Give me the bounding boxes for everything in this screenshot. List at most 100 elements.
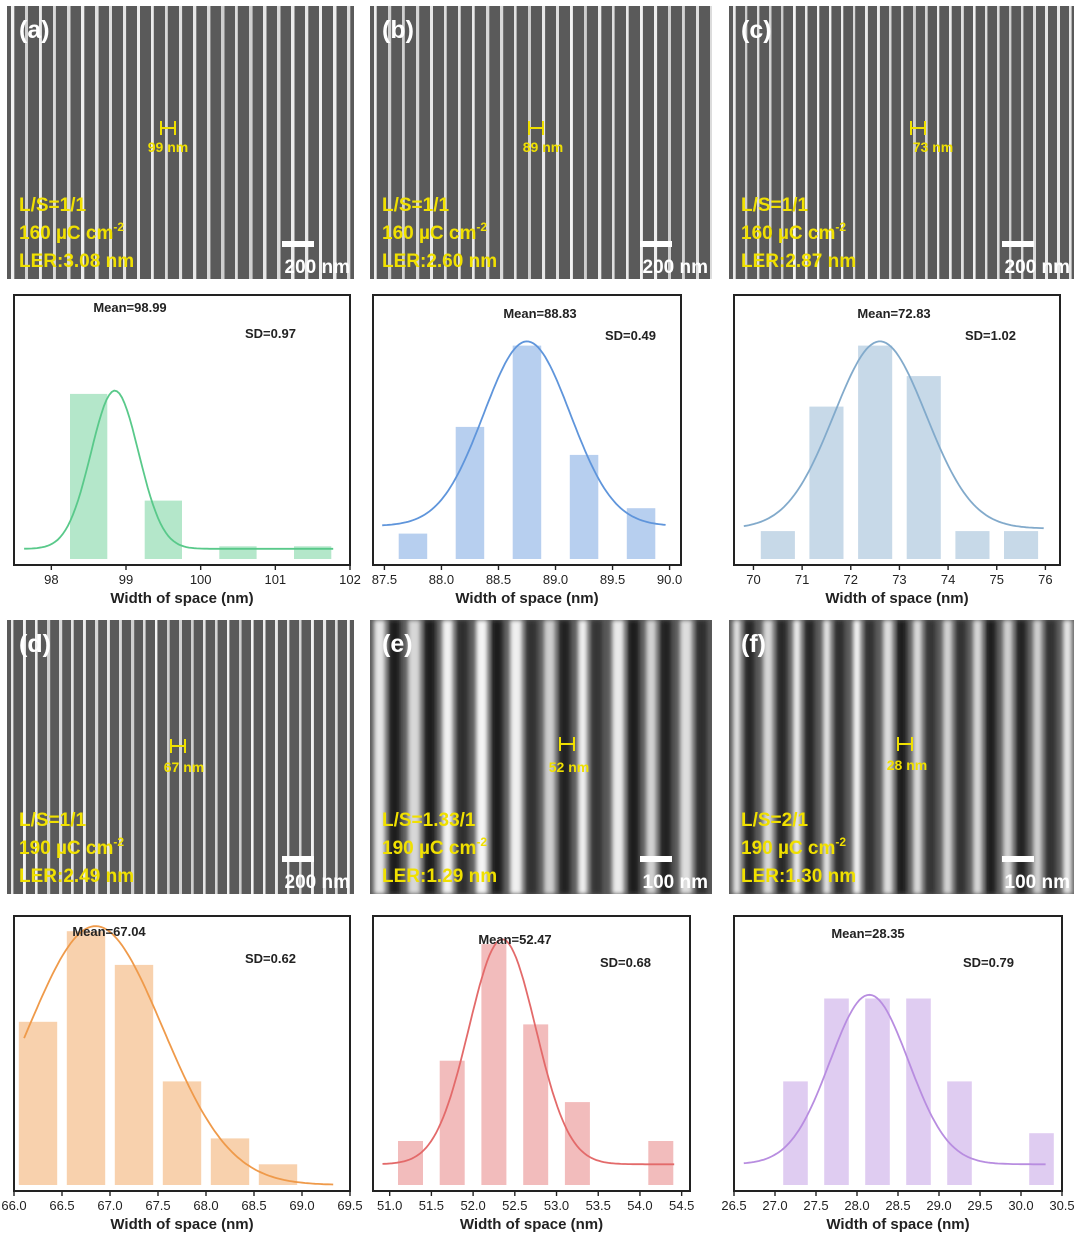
sem-resist-line <box>408 620 421 894</box>
x-tick-label: 102 <box>339 572 361 587</box>
sem-resist-line <box>81 6 85 279</box>
sem-space <box>457 620 468 894</box>
sem-space <box>925 620 936 894</box>
sem-resist-line <box>23 620 26 894</box>
x-tick-label: 28.0 <box>844 1198 869 1213</box>
width-marker-label: 89 nm <box>523 139 563 155</box>
x-tick-label: 87.5 <box>372 572 397 587</box>
sem-resist-line <box>299 620 302 894</box>
x-tick-label: 99 <box>119 572 133 587</box>
sem-resist-line <box>444 6 447 279</box>
histogram-bar <box>858 345 893 559</box>
x-tick-label: 89.0 <box>543 572 568 587</box>
panel-label: (d) <box>19 630 51 658</box>
sem-resist-line <box>207 6 211 279</box>
ler-label: LER:3.08 nm <box>19 251 134 272</box>
sem-resist-line <box>1045 6 1048 279</box>
sem-resist-line <box>388 6 392 279</box>
sem-resist-line <box>544 620 556 894</box>
sem-resist-line <box>733 620 741 894</box>
x-tick-label: 101 <box>264 572 286 587</box>
dose-exponent: -2 <box>835 220 846 234</box>
sem-resist-line <box>757 6 760 279</box>
sem-resist-line <box>347 620 350 894</box>
ler-label: LER:2.60 nm <box>382 251 497 272</box>
sem-resist-line <box>769 6 772 279</box>
sem-resist-line <box>215 620 218 894</box>
sem-space <box>777 620 787 894</box>
histogram-bar <box>564 1102 590 1185</box>
sem-resist-line <box>347 6 351 279</box>
sem-resist-line <box>95 620 99 894</box>
sem-space <box>628 620 639 894</box>
dose-exponent: -2 <box>476 220 487 234</box>
sem-resist-line <box>682 6 685 279</box>
sem-resist-line <box>514 6 517 279</box>
sem-resist-line <box>374 620 386 894</box>
sem-resist-line <box>235 6 238 279</box>
dose-exponent: -2 <box>113 835 124 849</box>
sem-resist-line <box>925 6 928 279</box>
sem-resist-line <box>67 6 71 279</box>
x-tick-label: 67.0 <box>97 1198 122 1213</box>
x-tick-label: 88.5 <box>486 572 511 587</box>
sem-resist-line <box>793 620 801 894</box>
histogram-bar <box>1029 1133 1054 1185</box>
sem-resist-line <box>973 6 976 279</box>
sem-resist-line <box>805 6 808 279</box>
x-tick-label: 51.0 <box>377 1198 402 1213</box>
sem-resist-line <box>668 6 671 279</box>
sem-resist-line <box>71 620 74 894</box>
sem-resist-line <box>1033 6 1036 279</box>
sem-resist-line <box>853 6 856 279</box>
sem-resist-line <box>143 620 146 894</box>
x-tick-label: 90.0 <box>657 572 682 587</box>
histogram-bar <box>523 1024 549 1185</box>
ler-label: LER:1.29 nm <box>382 866 497 887</box>
dose-exponent: -2 <box>113 220 124 234</box>
sem-resist-line <box>542 6 546 279</box>
sem-resist-line <box>137 6 140 279</box>
sem-resist-line <box>584 6 587 279</box>
plot-frame <box>733 294 1061 566</box>
x-tick-label: 66.5 <box>49 1198 74 1213</box>
scale-bar-label: 200 nm <box>1005 257 1070 278</box>
width-marker-label: 67 nm <box>164 759 204 775</box>
x-tick-label: 52.0 <box>460 1198 485 1213</box>
sem-resist-line <box>11 620 14 894</box>
scale-bar-label: 200 nm <box>643 257 708 278</box>
sem-resist-line <box>83 620 86 894</box>
sem-resist-line <box>35 620 38 894</box>
ls-ratio-label: L/S=1/1 <box>741 195 808 216</box>
sem-resist-line <box>510 620 523 894</box>
sem-resist-line <box>155 620 158 894</box>
ls-ratio-label: L/S=1.33/1 <box>382 810 476 831</box>
sem-resist-line <box>402 6 405 279</box>
width-marker-label: 73 nm <box>913 139 953 155</box>
sem-resist-line <box>913 6 916 279</box>
x-tick-label: 66.0 <box>1 1198 26 1213</box>
sd-annotation: SD=0.79 <box>963 955 1014 970</box>
sem-resist-line <box>745 6 748 279</box>
sem-resist-line <box>889 6 892 279</box>
sem-image-f: (f) 28 nm L/S=2/1 190 µC cm-2 LER:1.30 nm 100… <box>729 620 1074 894</box>
x-axis-label: Width of space (nm) <box>110 1216 253 1233</box>
sem-resist-line <box>319 6 322 279</box>
sem-space <box>834 620 845 894</box>
panel-label: (f) <box>741 630 766 658</box>
sem-line-pattern <box>733 620 1072 894</box>
x-axis-label: Width of space (nm) <box>460 1216 603 1233</box>
ls-ratio-label: L/S=1/1 <box>19 195 86 216</box>
histogram-bar <box>955 531 990 559</box>
x-tick-label: 88.0 <box>429 572 454 587</box>
sem-resist-line <box>1003 620 1013 894</box>
sd-annotation: SD=0.62 <box>245 951 296 966</box>
sem-image-e: (e) 52 nm L/S=1.33/1 190 µC cm-2 LER:1.29 nm… <box>370 620 712 894</box>
sem-resist-line <box>151 6 154 279</box>
sem-resist-line <box>25 6 28 279</box>
sem-resist-line <box>817 6 820 279</box>
histogram-bar <box>569 454 599 559</box>
x-tick-label: 51.5 <box>419 1198 444 1213</box>
sem-resist-line <box>997 6 1000 279</box>
